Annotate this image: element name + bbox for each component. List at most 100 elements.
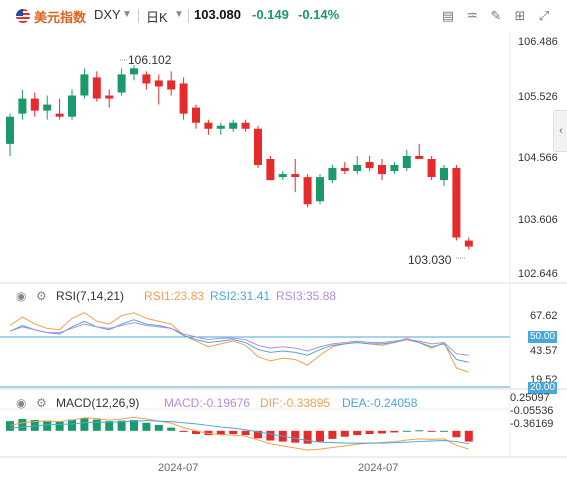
chart-header: 美元指数 DXY ▼ 日K ▼ 103.080 -0.149 -0.14% ▤ … bbox=[0, 0, 567, 32]
interval-selector[interactable]: 日K bbox=[146, 10, 168, 25]
macd-bar bbox=[365, 430, 374, 435]
macd-bar bbox=[316, 430, 324, 442]
chevron-down-icon[interactable]: ▼ bbox=[122, 9, 132, 20]
macd-bar bbox=[130, 420, 138, 431]
candle-body bbox=[291, 174, 300, 178]
macd-bar bbox=[353, 430, 362, 436]
x-tick-label: 2024-07 bbox=[158, 462, 199, 474]
macd-bar bbox=[291, 430, 300, 443]
candle-body bbox=[340, 168, 349, 172]
candle-body bbox=[6, 116, 14, 144]
eye-icon[interactable]: ◉ bbox=[16, 289, 27, 303]
candle-body bbox=[80, 74, 89, 96]
dea-line bbox=[9, 420, 469, 445]
macd-bar bbox=[6, 421, 14, 431]
macd-bar bbox=[167, 427, 176, 431]
dif-line bbox=[9, 416, 469, 451]
candle-body bbox=[415, 155, 424, 159]
rsi3-line bbox=[9, 322, 469, 356]
macd-bar bbox=[328, 430, 337, 439]
divider bbox=[138, 9, 139, 23]
candle-body bbox=[192, 107, 200, 123]
rsi-y-tick: 67.62 bbox=[530, 310, 558, 322]
divider bbox=[188, 9, 189, 23]
gear-icon[interactable]: ⚙ bbox=[36, 396, 47, 410]
candle-body bbox=[440, 168, 448, 181]
y-tick-label: 103.606 bbox=[518, 214, 558, 226]
macd-bar bbox=[303, 430, 312, 444]
macd-bar bbox=[216, 430, 225, 435]
rsi-50-tag: 50.00 bbox=[528, 331, 558, 343]
y-tick-label: 104.566 bbox=[518, 152, 558, 164]
fullscreen-icon[interactable]: ⤢ bbox=[538, 8, 550, 23]
draw-icon[interactable]: ✎ bbox=[490, 8, 502, 23]
indicator-icon[interactable]: ♒ bbox=[466, 8, 478, 23]
high-price-label: 106.102 bbox=[128, 53, 172, 67]
chevron-down-icon[interactable]: ▼ bbox=[174, 9, 184, 20]
macd-bar bbox=[117, 420, 126, 431]
macd-y-tick: -0.05536 bbox=[510, 405, 554, 417]
candle-body bbox=[266, 158, 275, 181]
rsi-y-tick: 43.57 bbox=[530, 345, 558, 357]
rsi2-line bbox=[9, 319, 469, 363]
y-tick-label: 105.526 bbox=[518, 91, 558, 103]
gear-icon[interactable]: ⚙ bbox=[36, 289, 47, 303]
macd-bar bbox=[43, 420, 52, 431]
candle-body bbox=[179, 83, 188, 114]
candle-body bbox=[92, 77, 101, 99]
macd-bar bbox=[142, 422, 151, 431]
candle-body bbox=[328, 168, 337, 181]
candle-body bbox=[204, 122, 213, 129]
macd-bar bbox=[92, 419, 101, 431]
rsi2-value: RSI2:31.41 bbox=[210, 289, 271, 303]
candle-body bbox=[390, 165, 399, 172]
price-change-pct: -0.14% bbox=[298, 7, 340, 22]
y-tick-label: 102.646 bbox=[518, 268, 558, 280]
macd-bar bbox=[80, 417, 89, 431]
macd-bar bbox=[192, 430, 200, 435]
candle-body bbox=[130, 68, 138, 75]
macd-bar bbox=[204, 430, 213, 436]
macd-bar bbox=[440, 430, 448, 432]
candle-body bbox=[18, 98, 27, 114]
chevron-left-icon[interactable]: ‹ bbox=[553, 110, 567, 152]
macd-bar bbox=[415, 430, 424, 432]
candle-body bbox=[427, 158, 436, 178]
x-tick-label: 2024-07 bbox=[358, 462, 399, 474]
candle-body bbox=[167, 80, 176, 90]
macd-bar bbox=[55, 421, 64, 431]
macd-bar bbox=[390, 430, 399, 433]
candle-body bbox=[117, 74, 126, 93]
candle-body bbox=[154, 80, 163, 87]
macd-bar bbox=[452, 430, 461, 438]
candle-body bbox=[142, 74, 151, 84]
dea-value: DEA:-0.24058 bbox=[342, 396, 418, 410]
candle-icon[interactable]: ▤ bbox=[441, 8, 455, 23]
macd-bar bbox=[68, 419, 76, 431]
candle-body bbox=[105, 95, 114, 99]
dif-value: DIF:-0.33895 bbox=[260, 396, 331, 410]
flag-us-icon bbox=[16, 9, 30, 23]
candle-body bbox=[378, 165, 386, 175]
macd-bar bbox=[179, 430, 188, 432]
candle-body bbox=[68, 95, 76, 117]
camera-icon[interactable]: ⊞ bbox=[514, 8, 526, 23]
rsi1-line bbox=[9, 312, 469, 373]
symbol-code[interactable]: DXY bbox=[94, 7, 121, 22]
macd-bar bbox=[105, 421, 114, 431]
candle-body bbox=[229, 122, 238, 129]
candle-body bbox=[316, 177, 324, 202]
macd-value: MACD:-0.19676 bbox=[164, 396, 251, 410]
rsi-title: RSI(7,14,21) bbox=[56, 289, 125, 303]
last-price: 103.080 bbox=[194, 7, 241, 22]
candle-body bbox=[30, 98, 39, 111]
symbol-name[interactable]: 美元指数 bbox=[34, 10, 87, 25]
eye-icon[interactable]: ◉ bbox=[16, 396, 27, 410]
candle-body bbox=[216, 125, 225, 129]
candle-body bbox=[241, 122, 250, 129]
macd-bar bbox=[402, 430, 411, 432]
macd-bar bbox=[266, 430, 275, 441]
rsi3-value: RSI3:35.88 bbox=[276, 289, 337, 303]
candle-body bbox=[365, 161, 374, 169]
